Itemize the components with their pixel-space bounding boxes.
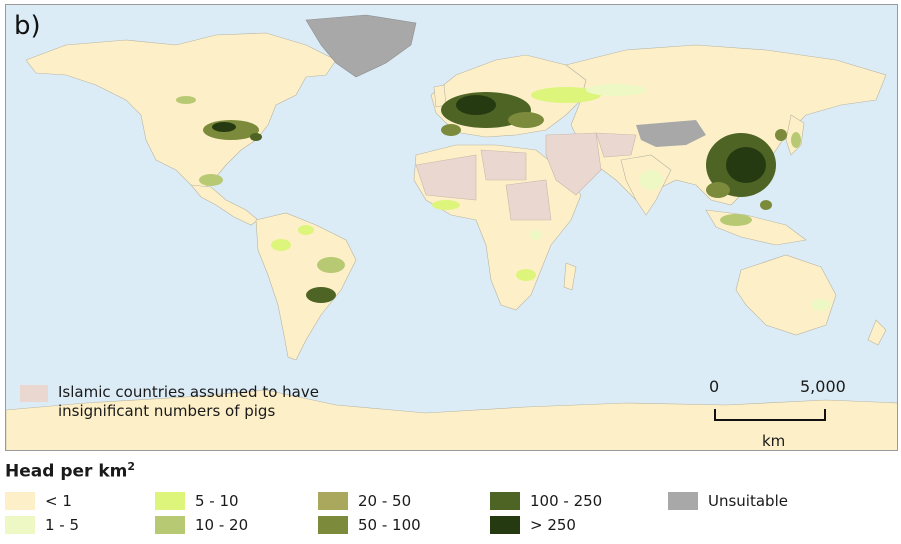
legend-label-5-10: 5 - 10 [195, 492, 239, 510]
islamic-countries-swatch [20, 385, 48, 402]
scale-bar-end-label: 5,000 [800, 377, 846, 396]
central-america-land [190, 184, 259, 226]
legend-title-text: Head per km [5, 461, 128, 482]
legend-swatch-1-5 [5, 516, 35, 534]
north-america-land [25, 32, 337, 191]
islamic-countries [415, 132, 637, 221]
density-patches [176, 84, 831, 311]
legend-label-gt250: > 250 [530, 516, 576, 534]
scale-bar-start-label: 0 [709, 377, 720, 396]
legend-label-50-100: 50 - 100 [358, 516, 421, 534]
legend-swatch-gt250 [490, 516, 520, 534]
legend-swatch-100-250 [490, 492, 520, 510]
legend-swatch-unsuitable [668, 492, 698, 510]
legend-label-lt1: < 1 [45, 492, 72, 510]
scale-bar-unit-label: km [762, 432, 786, 450]
tibet-unsuitable [636, 120, 706, 147]
new-zealand-land [867, 319, 887, 346]
legend-label-1-5: 1 - 5 [45, 516, 80, 534]
legend-label-100-250: 100 - 250 [530, 492, 603, 510]
legend-label-unsuitable: Unsuitable [708, 492, 788, 510]
legend-swatch-5-10 [155, 492, 185, 510]
islamic-countries-label: Islamic countries assumed to have insign… [58, 383, 319, 420]
scale-bar-tick-left [714, 409, 716, 421]
panel-label: b) [14, 11, 41, 41]
world-map: b) Islamic countries assumed to have ins… [5, 4, 898, 451]
legend-label-20-50: 20 - 50 [358, 492, 412, 510]
australia-land [735, 254, 837, 336]
world-map-graphic [6, 14, 897, 450]
south-america-land [255, 212, 357, 361]
madagascar-land [563, 262, 577, 291]
legend-swatch-50-100 [318, 516, 348, 534]
legend-swatch-10-20 [155, 516, 185, 534]
legend-title-superscript: 2 [127, 460, 135, 473]
scale-bar-tick-right [824, 409, 826, 421]
southeast-asia-land [705, 209, 807, 246]
scale-bar: 0 5,000 km [706, 377, 846, 450]
legend-title: Head per km2 [5, 460, 135, 482]
density-legend: < 1 1 - 5 5 - 10 10 - 20 20 - 50 50 - 10… [0, 490, 901, 544]
greenland-unsuitable [305, 14, 417, 78]
legend-swatch-20-50 [318, 492, 348, 510]
legend-label-10-20: 10 - 20 [195, 516, 249, 534]
scale-bar-line [714, 419, 826, 421]
antarctica-land [6, 389, 897, 450]
legend-swatch-lt1 [5, 492, 35, 510]
